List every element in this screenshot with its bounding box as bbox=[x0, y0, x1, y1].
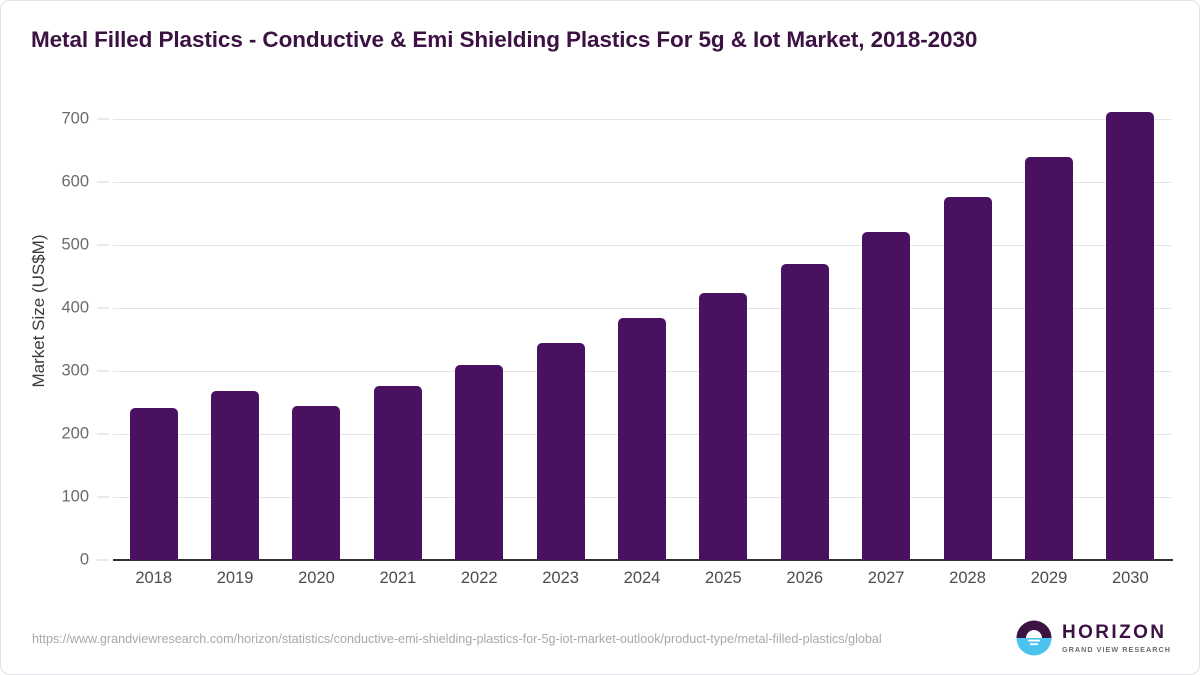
bar-2025[interactable] bbox=[699, 292, 748, 560]
bar-2030[interactable] bbox=[1106, 112, 1155, 560]
bar-2022[interactable] bbox=[455, 365, 504, 560]
bar-2029[interactable] bbox=[1024, 157, 1073, 560]
x-axis-tick-label: 2028 bbox=[949, 569, 986, 587]
source-url[interactable]: https://www.grandviewresearch.com/horizo… bbox=[32, 632, 882, 646]
x-axis-tick-label: 2020 bbox=[298, 569, 335, 587]
bar-2028[interactable] bbox=[943, 196, 992, 560]
y-axis-tick-mark bbox=[97, 496, 109, 498]
gridline bbox=[113, 245, 1171, 246]
bar-2019[interactable] bbox=[211, 391, 260, 560]
x-axis-tick-label: 2026 bbox=[786, 569, 824, 587]
x-axis-tick-label: 2022 bbox=[460, 569, 498, 587]
y-axis-tick-label: 100 bbox=[61, 487, 89, 506]
x-axis-tick-label: 2029 bbox=[1030, 569, 1068, 587]
y-axis-tick-mark bbox=[97, 181, 109, 183]
y-axis-tick-label: 700 bbox=[61, 109, 89, 128]
y-axis-tick-label: 500 bbox=[61, 235, 89, 254]
bar-2027[interactable] bbox=[862, 231, 911, 560]
x-axis-ticks: 2018 2019 2020 2021 2022 2023 2024 2025 2026 2027… bbox=[113, 569, 1171, 599]
gridline bbox=[113, 182, 1171, 183]
gridline bbox=[113, 119, 1171, 120]
bar-2018[interactable] bbox=[129, 408, 178, 560]
x-axis-tick-label: 2030 bbox=[1111, 569, 1149, 587]
x-axis-tick-label: 2019 bbox=[216, 569, 254, 587]
page-title: Metal Filled Plastics - Conductive & Emi… bbox=[31, 27, 978, 52]
x-axis-tick-label: 2027 bbox=[867, 569, 905, 587]
x-axis-tick-label: 2023 bbox=[542, 569, 579, 587]
y-axis-tick-label: 0 bbox=[79, 550, 89, 569]
y-axis-tick-mark bbox=[97, 559, 109, 561]
y-axis-tick-mark bbox=[97, 370, 109, 372]
y-axis-tick-mark bbox=[97, 433, 109, 435]
y-axis-tick-label: 300 bbox=[61, 361, 89, 380]
y-axis-tick-mark bbox=[97, 118, 109, 120]
horizon-logo-tagline: GRAND VIEW RESEARCH bbox=[1061, 644, 1171, 654]
x-axis-tick-label: 2018 bbox=[135, 569, 173, 587]
gridline bbox=[113, 308, 1171, 309]
y-axis-tick-label: 400 bbox=[61, 298, 89, 317]
y-axis-tick-label: 600 bbox=[61, 172, 89, 191]
bar-2026[interactable] bbox=[780, 263, 829, 560]
bar-2024[interactable] bbox=[618, 318, 666, 560]
horizon-logo-icon bbox=[1015, 619, 1053, 657]
x-axis-line bbox=[113, 559, 1173, 561]
y-axis-tick-mark bbox=[97, 244, 109, 246]
y-axis-title: Market Size (US$M) bbox=[29, 234, 48, 388]
x-axis-tick-label: 2021 bbox=[379, 569, 417, 587]
y-axis-tick-mark bbox=[97, 307, 109, 309]
bar-2023[interactable] bbox=[536, 342, 585, 560]
y-axis-tick-label: 200 bbox=[61, 424, 89, 443]
horizon-logo: HORIZON GRAND VIEW RESEARCH bbox=[1015, 619, 1171, 657]
bar-series bbox=[113, 112, 1171, 560]
bar-2021[interactable] bbox=[373, 385, 422, 560]
horizon-logo-name: HORIZON bbox=[1061, 621, 1167, 643]
bar-2020[interactable] bbox=[292, 406, 341, 560]
x-axis-tick-label: 2024 bbox=[623, 569, 661, 587]
horizon-logo-text: HORIZON GRAND VIEW RESEARCH bbox=[1062, 623, 1171, 653]
x-axis-tick-label: 2025 bbox=[705, 569, 742, 587]
